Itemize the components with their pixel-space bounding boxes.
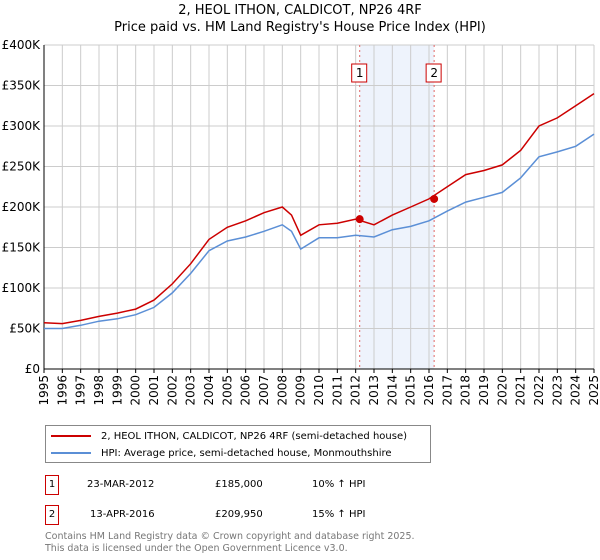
- y-tick-label: £100K: [2, 281, 42, 295]
- legend-swatch: [51, 435, 91, 437]
- x-tick-label: 2001: [147, 375, 161, 406]
- x-tick-label: 2011: [330, 375, 344, 406]
- x-tick-label: 2005: [220, 375, 234, 406]
- legend-label: HPI: Average price, semi-detached house,…: [101, 447, 392, 459]
- sale-marker-badge: [351, 63, 368, 83]
- x-tick-label: 1996: [55, 375, 69, 406]
- sale-marker-label: 2: [430, 66, 438, 80]
- legend-label: 2, HEOL ITHON, CALDICOT, NP26 4RF (semi-…: [101, 430, 407, 442]
- x-tick-label: 2000: [129, 375, 143, 406]
- x-tick-label: 2007: [257, 375, 271, 406]
- chart-title: 2, HEOL ITHON, CALDICOT, NP26 4RF: [178, 3, 422, 18]
- legend: 2, HEOL ITHON, CALDICOT, NP26 4RF (semi-…: [45, 425, 431, 463]
- x-tick-label: 2004: [202, 375, 216, 406]
- x-tick-label: 2017: [440, 375, 454, 406]
- y-tick-label: £200K: [2, 200, 42, 214]
- x-tick-label: 2021: [514, 375, 528, 406]
- transaction-hpi: 15% ↑ HPI: [312, 509, 366, 520]
- x-tick-label: 1995: [37, 375, 51, 406]
- sale-point: [355, 215, 364, 224]
- x-tick-label: 2025: [587, 375, 600, 406]
- x-tick-label: 2006: [239, 375, 253, 406]
- transaction-row: 2 13-APR-2016 £209,950 15% ↑ HPI: [45, 505, 445, 525]
- y-tick-label: £400K: [2, 38, 42, 52]
- transaction-price: £185,000: [215, 479, 263, 490]
- chart-subtitle: Price paid vs. HM Land Registry's House …: [114, 20, 486, 35]
- marker-badge: 2: [45, 505, 59, 525]
- footer-copyright: Contains HM Land Registry data © Crown c…: [45, 531, 415, 542]
- footer: Contains HM Land Registry data © Crown c…: [45, 531, 415, 555]
- transaction-hpi: 10% ↑ HPI: [312, 479, 366, 490]
- y-tick-label: £0: [25, 362, 40, 376]
- sale-marker-badge: [425, 63, 442, 83]
- y-tick-label: £250K: [2, 160, 42, 174]
- marker-badge: 1: [45, 475, 59, 495]
- y-tick-label: £50K: [9, 322, 41, 336]
- footer-licence: This data is licensed under the Open Gov…: [45, 543, 348, 554]
- x-tick-label: 2003: [184, 375, 198, 406]
- x-tick-label: 2015: [404, 375, 418, 406]
- x-tick-label: 1997: [74, 375, 88, 406]
- property-price-line: [43, 92, 595, 325]
- x-tick-label: 2024: [569, 375, 583, 406]
- transaction-date: 23-MAR-2012: [87, 479, 155, 490]
- y-tick-label: £350K: [2, 79, 42, 93]
- transaction-row: 1 23-MAR-2012 £185,000 10% ↑ HPI: [45, 475, 445, 495]
- x-tick-label: 2010: [312, 375, 326, 406]
- legend-item-property: 2, HEOL ITHON, CALDICOT, NP26 4RF (semi-…: [51, 429, 407, 443]
- y-tick-label: £300K: [2, 119, 42, 133]
- y-tick-label: £150K: [2, 241, 42, 255]
- x-tick-label: 2012: [349, 375, 363, 406]
- x-tick-label: 2023: [550, 375, 564, 406]
- x-tick-label: 2009: [294, 375, 308, 406]
- x-tick-label: 2022: [532, 375, 546, 406]
- x-tick-label: 2019: [477, 375, 491, 406]
- legend-item-hpi: HPI: Average price, semi-detached house,…: [51, 446, 392, 460]
- x-tick-label: 2018: [459, 375, 473, 406]
- sale-marker-label: 1: [356, 66, 364, 80]
- x-tick-label: 1998: [92, 375, 106, 406]
- x-tick-label: 2013: [367, 375, 381, 406]
- transaction-date: 13-APR-2016: [90, 509, 155, 520]
- x-tick-label: 1999: [110, 375, 124, 406]
- x-tick-label: 2008: [275, 375, 289, 406]
- transaction-price: £209,950: [215, 509, 263, 520]
- x-tick-label: 2016: [422, 375, 436, 406]
- hpi-line: [44, 133, 595, 330]
- price-chart: 1995 1996 1997 1998 1999 2000 2001 2002 2003 2004…: [2, 38, 600, 406]
- x-tick-label: 2014: [385, 375, 399, 406]
- sale-point: [430, 194, 439, 203]
- x-tick-label: 2020: [495, 375, 509, 406]
- legend-swatch: [51, 452, 91, 454]
- x-tick-label: 2002: [165, 375, 179, 406]
